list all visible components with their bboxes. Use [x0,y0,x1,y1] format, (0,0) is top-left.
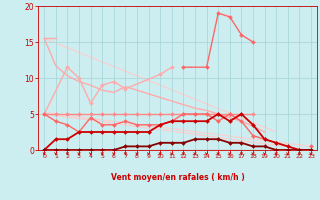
X-axis label: Vent moyen/en rafales ( km/h ): Vent moyen/en rafales ( km/h ) [111,173,244,182]
